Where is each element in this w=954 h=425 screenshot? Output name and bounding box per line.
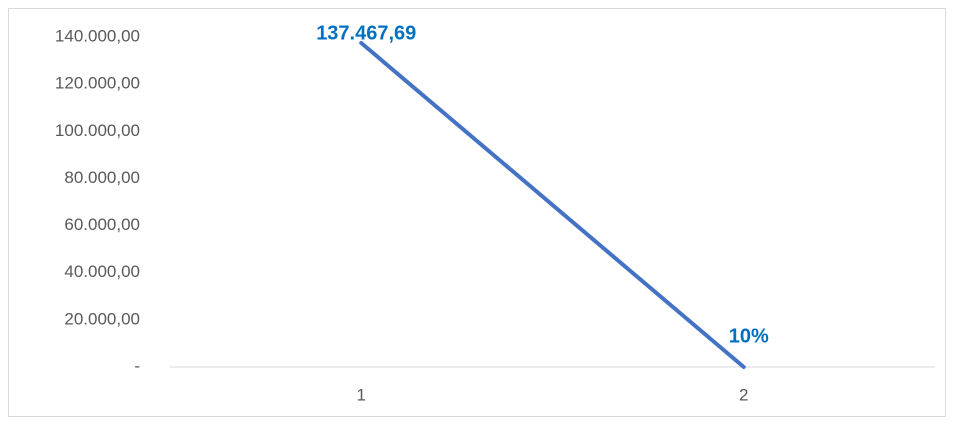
line-series [359,40,746,369]
y-tick-label: 140.000,00 [55,26,140,45]
data-label: 10% [729,325,769,347]
x-tick-label: 2 [739,385,748,404]
data-label: 137.467,69 [316,22,416,44]
y-tick-label: 120.000,00 [55,74,140,93]
y-tick-label: - [134,356,140,375]
y-tick-label: 80.000,00 [64,168,140,187]
y-tick-label: 60.000,00 [64,215,140,234]
y-tick-label: 100.000,00 [55,121,140,140]
y-tick-label: 20.000,00 [64,309,140,328]
y-tick-label: 40.000,00 [64,262,140,281]
x-tick-label: 1 [357,385,366,404]
chart-frame [8,8,946,417]
